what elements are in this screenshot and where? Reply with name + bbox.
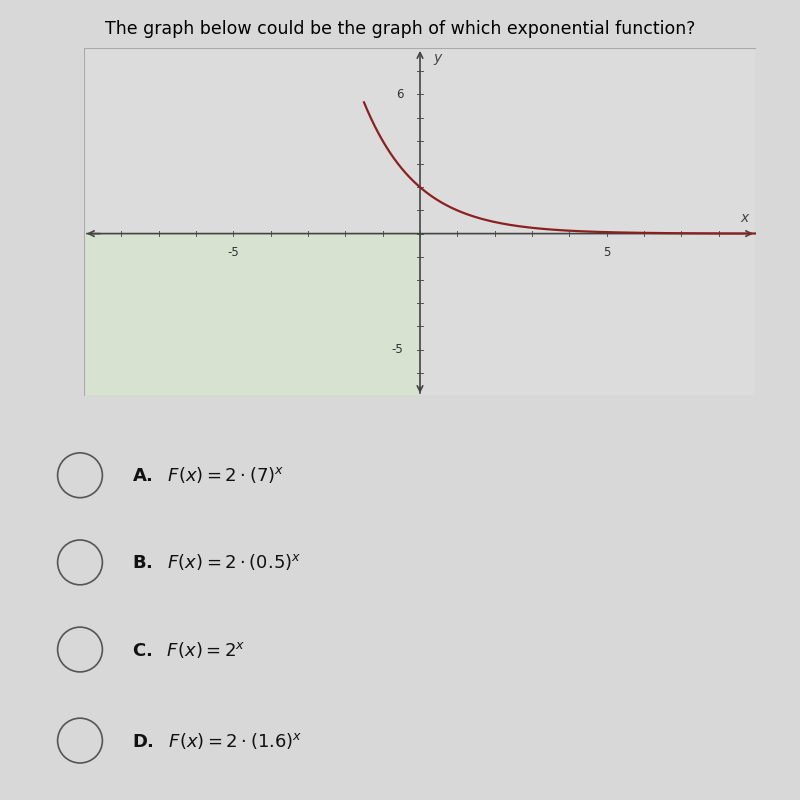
Text: The graph below could be the graph of which exponential function?: The graph below could be the graph of wh… xyxy=(105,20,695,38)
Text: x: x xyxy=(740,211,749,226)
Text: $\mathbf{B.}$  $F(x) = 2 \cdot (0.5)^x$: $\mathbf{B.}$ $F(x) = 2 \cdot (0.5)^x$ xyxy=(132,552,302,573)
Text: $\mathbf{C.}$  $F(x) = 2^x$: $\mathbf{C.}$ $F(x) = 2^x$ xyxy=(132,639,246,659)
Text: $\mathbf{D.}$  $F(x) = 2 \cdot (1.6)^x$: $\mathbf{D.}$ $F(x) = 2 \cdot (1.6)^x$ xyxy=(132,730,302,750)
Text: 5: 5 xyxy=(603,246,610,259)
Text: -5: -5 xyxy=(227,246,239,259)
Text: -5: -5 xyxy=(391,343,403,356)
Text: $\mathbf{A.}$  $F(x) = 2 \cdot (7)^x$: $\mathbf{A.}$ $F(x) = 2 \cdot (7)^x$ xyxy=(132,466,284,486)
Text: 6: 6 xyxy=(396,88,403,101)
Text: y: y xyxy=(433,51,442,66)
Bar xyxy=(84,234,420,396)
